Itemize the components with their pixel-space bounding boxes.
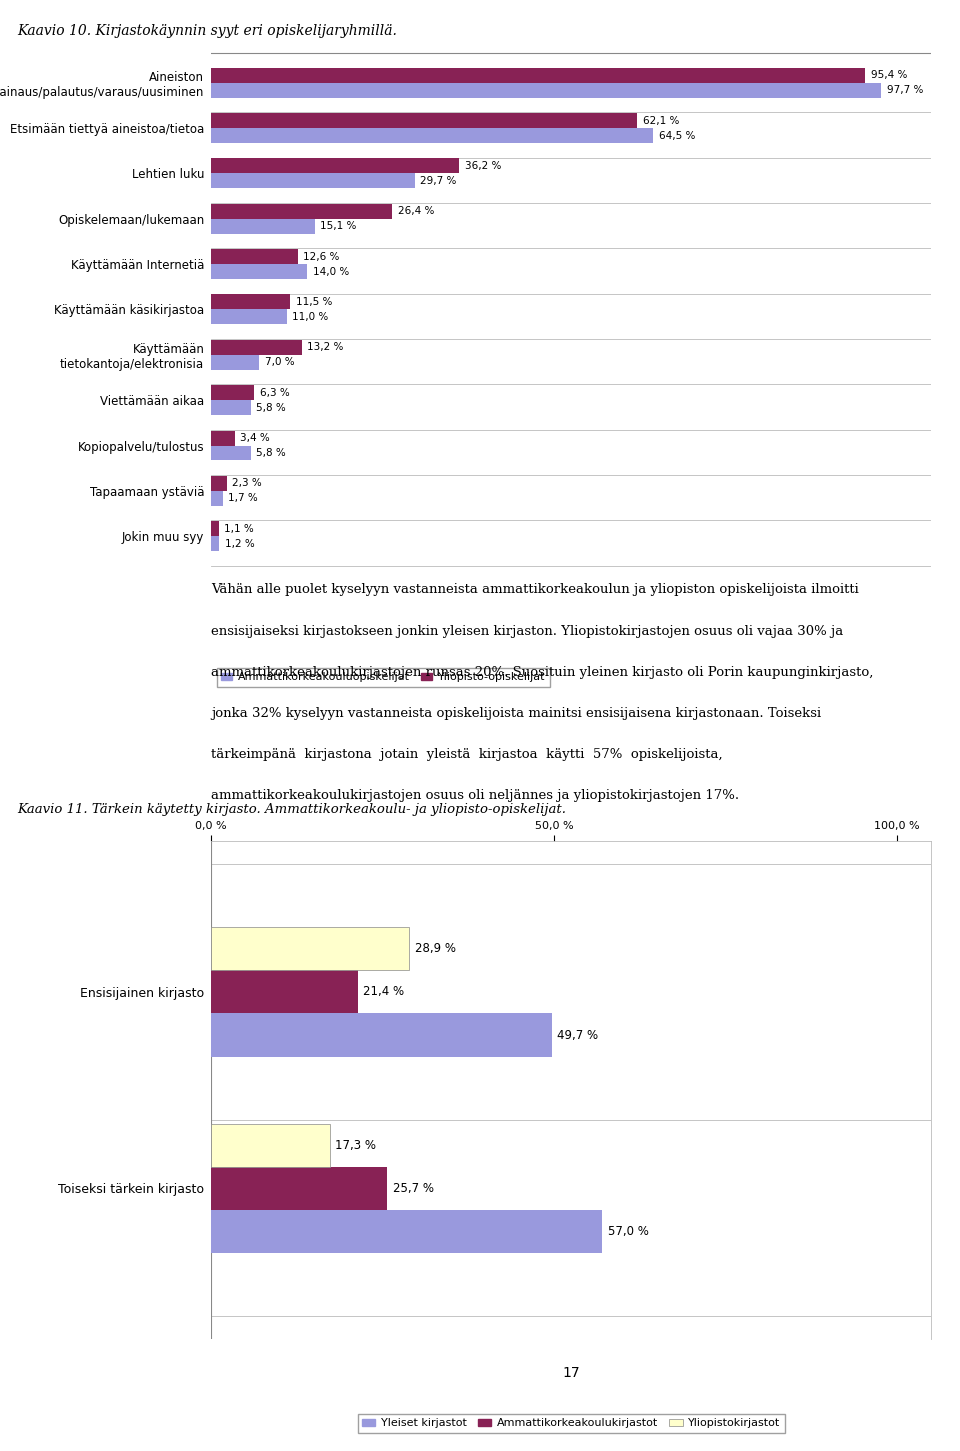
Text: 17,3 %: 17,3 % [335, 1139, 376, 1152]
Text: ammattikorkeakoulukirjastojen runsas 20%. Suosituin yleinen kirjasto oli Porin k: ammattikorkeakoulukirjastojen runsas 20%… [211, 666, 874, 679]
Bar [211, 219, 315, 234]
Text: ensisijaiseksi kirjastokseen jonkin yleisen kirjaston. Yliopistokirjastojen osuu: ensisijaiseksi kirjastokseen jonkin ylei… [211, 624, 844, 637]
Bar [211, 250, 298, 264]
Text: 1,1 %: 1,1 % [225, 524, 254, 534]
Bar [211, 158, 460, 173]
Bar [211, 1013, 552, 1056]
Text: 7,0 %: 7,0 % [265, 357, 295, 367]
Legend: Ammattikorkeakouluopiskelijat, Yliopisto-opiskelijat: Ammattikorkeakouluopiskelijat, Yliopisto… [217, 667, 549, 686]
Text: 97,7 %: 97,7 % [887, 86, 923, 96]
Text: 11,5 %: 11,5 % [296, 297, 332, 308]
Bar [211, 203, 393, 219]
Bar [211, 68, 865, 83]
Bar [211, 431, 234, 445]
Text: 25,7 %: 25,7 % [393, 1183, 434, 1196]
Bar [211, 309, 287, 325]
Text: Kaavio 10. Kirjastokäynnin syyt eri opiskelijaryhmillä.: Kaavio 10. Kirjastokäynnin syyt eri opis… [16, 25, 396, 38]
Text: 28,9 %: 28,9 % [415, 942, 456, 955]
Text: 6,3 %: 6,3 % [260, 387, 290, 398]
Bar [211, 173, 415, 189]
Bar [211, 1210, 602, 1254]
Text: tärkeimpänä  kirjastona  jotain  yleistä  kirjastoa  käytti  57%  opiskelijoista: tärkeimpänä kirjastona jotain yleistä ki… [211, 749, 723, 762]
Text: jonka 32% kyselyyn vastanneista opiskelijoista mainitsi ensisijaisena kirjastona: jonka 32% kyselyyn vastanneista opiskeli… [211, 707, 822, 720]
Text: 5,8 %: 5,8 % [256, 402, 286, 412]
Text: 36,2 %: 36,2 % [465, 161, 501, 171]
Text: 49,7 %: 49,7 % [558, 1029, 599, 1042]
Bar [211, 521, 219, 537]
Text: 29,7 %: 29,7 % [420, 176, 457, 186]
Bar [211, 83, 881, 97]
Text: 57,0 %: 57,0 % [608, 1225, 648, 1238]
Text: Kaavio 11. Tärkein käytetty kirjasto. Ammattikorkeakoulu- ja yliopisto-opiskelij: Kaavio 11. Tärkein käytetty kirjasto. Am… [16, 802, 565, 815]
Text: 2,3 %: 2,3 % [232, 479, 262, 489]
Bar [211, 295, 290, 309]
Text: 95,4 %: 95,4 % [871, 70, 907, 80]
Bar [211, 537, 220, 551]
Text: 1,2 %: 1,2 % [225, 538, 254, 548]
Bar [211, 128, 654, 144]
Bar [211, 490, 223, 506]
Bar [211, 340, 301, 355]
Text: 1,7 %: 1,7 % [228, 493, 258, 503]
Text: 5,8 %: 5,8 % [256, 448, 286, 459]
Bar [211, 927, 409, 971]
Bar [211, 385, 254, 400]
Bar [211, 355, 259, 370]
Bar [211, 264, 307, 279]
Bar [211, 1123, 330, 1167]
Bar [211, 445, 251, 460]
Bar [211, 1167, 388, 1210]
Legend: Yleiset kirjastot, Ammattikorkeakoulukirjastot, Yliopistokirjastot: Yleiset kirjastot, Ammattikorkeakoulukir… [358, 1413, 784, 1432]
Text: 14,0 %: 14,0 % [313, 267, 348, 277]
Text: 62,1 %: 62,1 % [642, 116, 679, 126]
Text: 64,5 %: 64,5 % [659, 131, 695, 141]
Bar [211, 113, 637, 128]
Text: 26,4 %: 26,4 % [397, 206, 434, 216]
Text: Vähän alle puolet kyselyyn vastanneista ammattikorkeakoulun ja yliopiston opiske: Vähän alle puolet kyselyyn vastanneista … [211, 583, 859, 596]
Text: 12,6 %: 12,6 % [303, 251, 340, 261]
Text: 3,4 %: 3,4 % [240, 432, 270, 443]
Text: 13,2 %: 13,2 % [307, 342, 344, 353]
Text: 15,1 %: 15,1 % [321, 221, 356, 231]
Text: 17: 17 [563, 1367, 580, 1380]
Bar [211, 476, 227, 490]
Bar [211, 400, 251, 415]
Text: ammattikorkeakoulukirjastojen osuus oli neljännes ja yliopistokirjastojen 17%.: ammattikorkeakoulukirjastojen osuus oli … [211, 789, 739, 802]
Bar [211, 971, 358, 1013]
Text: 11,0 %: 11,0 % [292, 312, 328, 322]
Text: 21,4 %: 21,4 % [364, 985, 404, 998]
